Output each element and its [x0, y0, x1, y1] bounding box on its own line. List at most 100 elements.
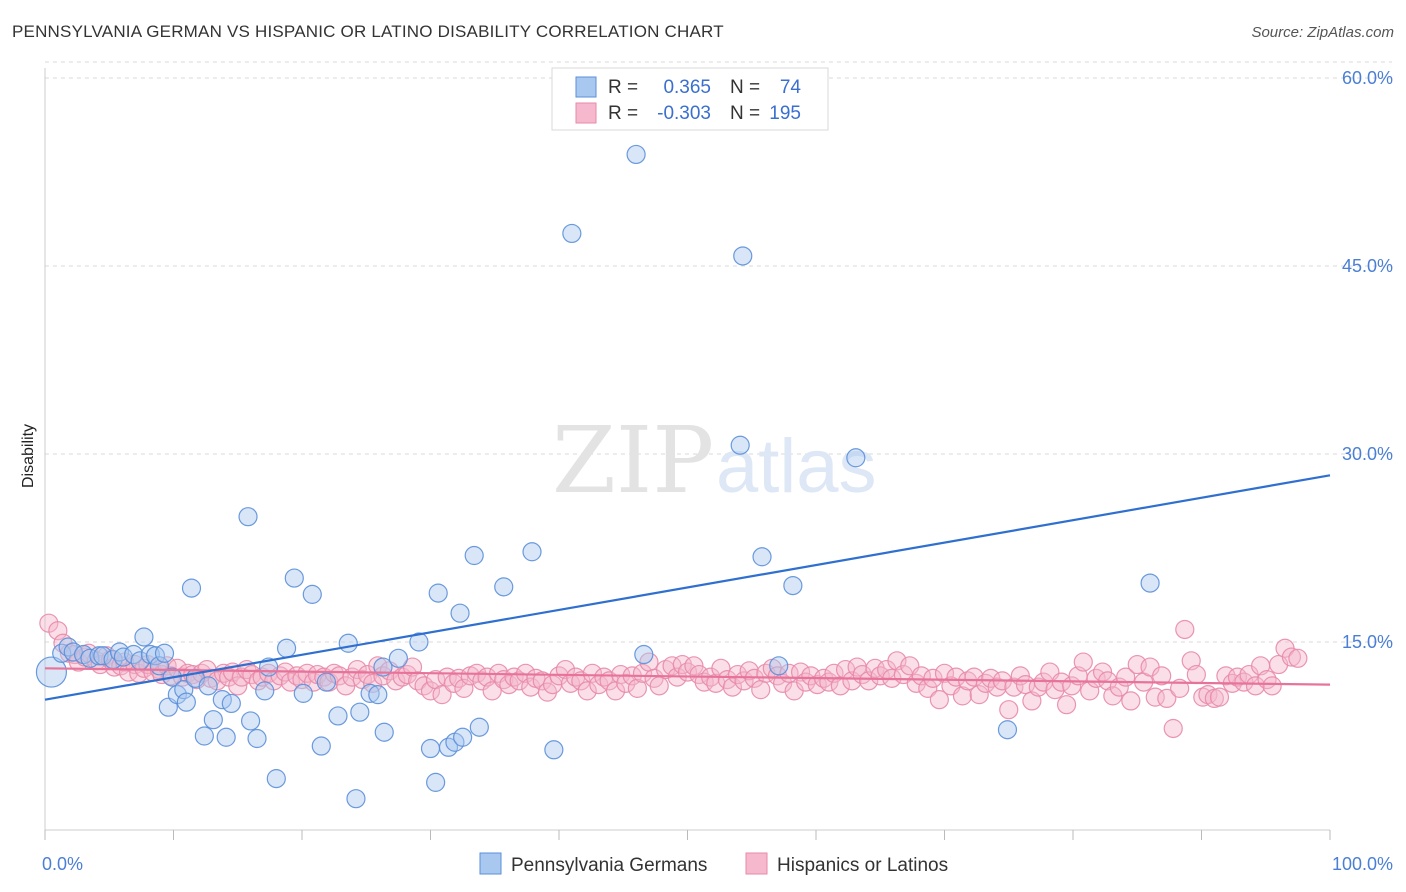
- data-point: [266, 769, 286, 789]
- data-point: [522, 542, 542, 562]
- data-point: [752, 547, 772, 567]
- data-point: [238, 507, 258, 527]
- data-point: [626, 144, 646, 165]
- data-point: [328, 706, 348, 726]
- data-point: [35, 656, 68, 688]
- data-point: [987, 677, 1007, 697]
- data-point: [203, 710, 223, 730]
- data-point: [134, 627, 154, 647]
- x-tick-label-max: 100.0%: [1332, 854, 1393, 874]
- legend-r-label-2: R =: [608, 103, 638, 124]
- y-tick-label: 45.0%: [1342, 256, 1393, 276]
- y-axis-label: Disability: [20, 424, 37, 488]
- legend-bottom-swatch-pink: [745, 852, 768, 875]
- data-point: [438, 737, 459, 757]
- trend-line-hispanics: [44, 667, 1331, 686]
- data-point: [1073, 652, 1093, 672]
- data-point: [346, 789, 366, 809]
- data-point: [450, 603, 470, 623]
- data-point: [154, 643, 175, 663]
- data-point: [276, 638, 297, 658]
- data-point: [454, 678, 474, 698]
- data-point: [964, 667, 984, 687]
- data-point: [733, 246, 753, 266]
- data-point: [929, 690, 949, 710]
- data-point: [969, 685, 989, 705]
- data-point: [207, 671, 227, 691]
- data-point: [594, 667, 614, 687]
- legend-top-box: [551, 67, 829, 131]
- legend-r-value-1: 0.365: [663, 77, 711, 98]
- data-point: [790, 662, 811, 682]
- data-point: [577, 681, 597, 701]
- trend-lines: [44, 474, 1331, 701]
- legend-top: R = 0.365 N = 74 R = -0.303 N = 195: [551, 67, 829, 131]
- x-tick-labels: 0.0% 100.0%: [42, 854, 1393, 874]
- data-point: [1227, 667, 1248, 687]
- data-point: [316, 672, 337, 692]
- y-tick-label: 15.0%: [1342, 632, 1393, 652]
- legend-r-label-1: R =: [608, 77, 638, 98]
- data-point: [388, 648, 408, 668]
- data-point: [311, 736, 331, 756]
- legend-bottom-label-pink: Hispanics or Latinos: [777, 855, 948, 876]
- data-point: [464, 545, 484, 566]
- data-point: [1186, 664, 1206, 685]
- watermark-zip: ZIP: [552, 407, 714, 514]
- data-point: [1163, 718, 1183, 739]
- legend-n-value-1: 74: [780, 77, 802, 98]
- data-point: [432, 685, 452, 705]
- data-point: [1281, 647, 1302, 667]
- data-point: [1175, 619, 1195, 640]
- data-point: [469, 717, 489, 737]
- watermark-atlas: atlas: [716, 424, 877, 509]
- data-point: [472, 671, 492, 691]
- data-point: [562, 223, 582, 244]
- data-point: [360, 683, 380, 703]
- legend-bottom-swatch-blue: [479, 852, 502, 875]
- data-point: [1157, 688, 1177, 709]
- data-point: [284, 568, 304, 588]
- data-point: [428, 583, 448, 603]
- chart-title: PENNSYLVANIA GERMAN VS HISPANIC OR LATIN…: [12, 22, 724, 41]
- data-point: [293, 683, 313, 703]
- data-point: [509, 671, 529, 691]
- data-point: [118, 662, 139, 682]
- data-point: [241, 711, 261, 731]
- data-point: [923, 668, 943, 688]
- data-point: [634, 644, 654, 665]
- data-point: [1004, 677, 1024, 697]
- data-point: [302, 584, 322, 604]
- data-point: [783, 575, 803, 596]
- data-point: [350, 702, 370, 722]
- data-point: [426, 772, 446, 792]
- data-point: [48, 621, 68, 641]
- data-point: [544, 740, 564, 760]
- data-point: [338, 633, 358, 653]
- data-point: [174, 680, 194, 700]
- data-point: [420, 681, 441, 701]
- data-point: [751, 680, 771, 700]
- y-tick-label: 30.0%: [1342, 444, 1393, 464]
- data-point: [494, 577, 514, 597]
- grid-lines: [45, 61, 1392, 643]
- data-point: [176, 692, 196, 712]
- data-point: [409, 632, 429, 652]
- data-point: [1056, 695, 1077, 715]
- legend-bottom-label-blue: Pennsylvania Germans: [511, 855, 707, 876]
- y-tick-label: 60.0%: [1342, 68, 1393, 88]
- legend-swatch-pink: [575, 102, 597, 124]
- data-point: [859, 671, 879, 691]
- data-point: [1152, 666, 1172, 686]
- y-tick-labels: 15.0% 30.0% 45.0% 60.0%: [1342, 68, 1393, 652]
- data-point: [374, 722, 394, 742]
- data-point: [1209, 687, 1230, 707]
- axes: [44, 68, 1331, 840]
- source-label: Source: ZipAtlas.com: [1251, 24, 1394, 41]
- data-point: [952, 686, 973, 706]
- data-point: [1262, 676, 1282, 696]
- legend-n-value-2: 195: [769, 103, 801, 124]
- data-point: [255, 681, 275, 701]
- data-point: [571, 671, 591, 691]
